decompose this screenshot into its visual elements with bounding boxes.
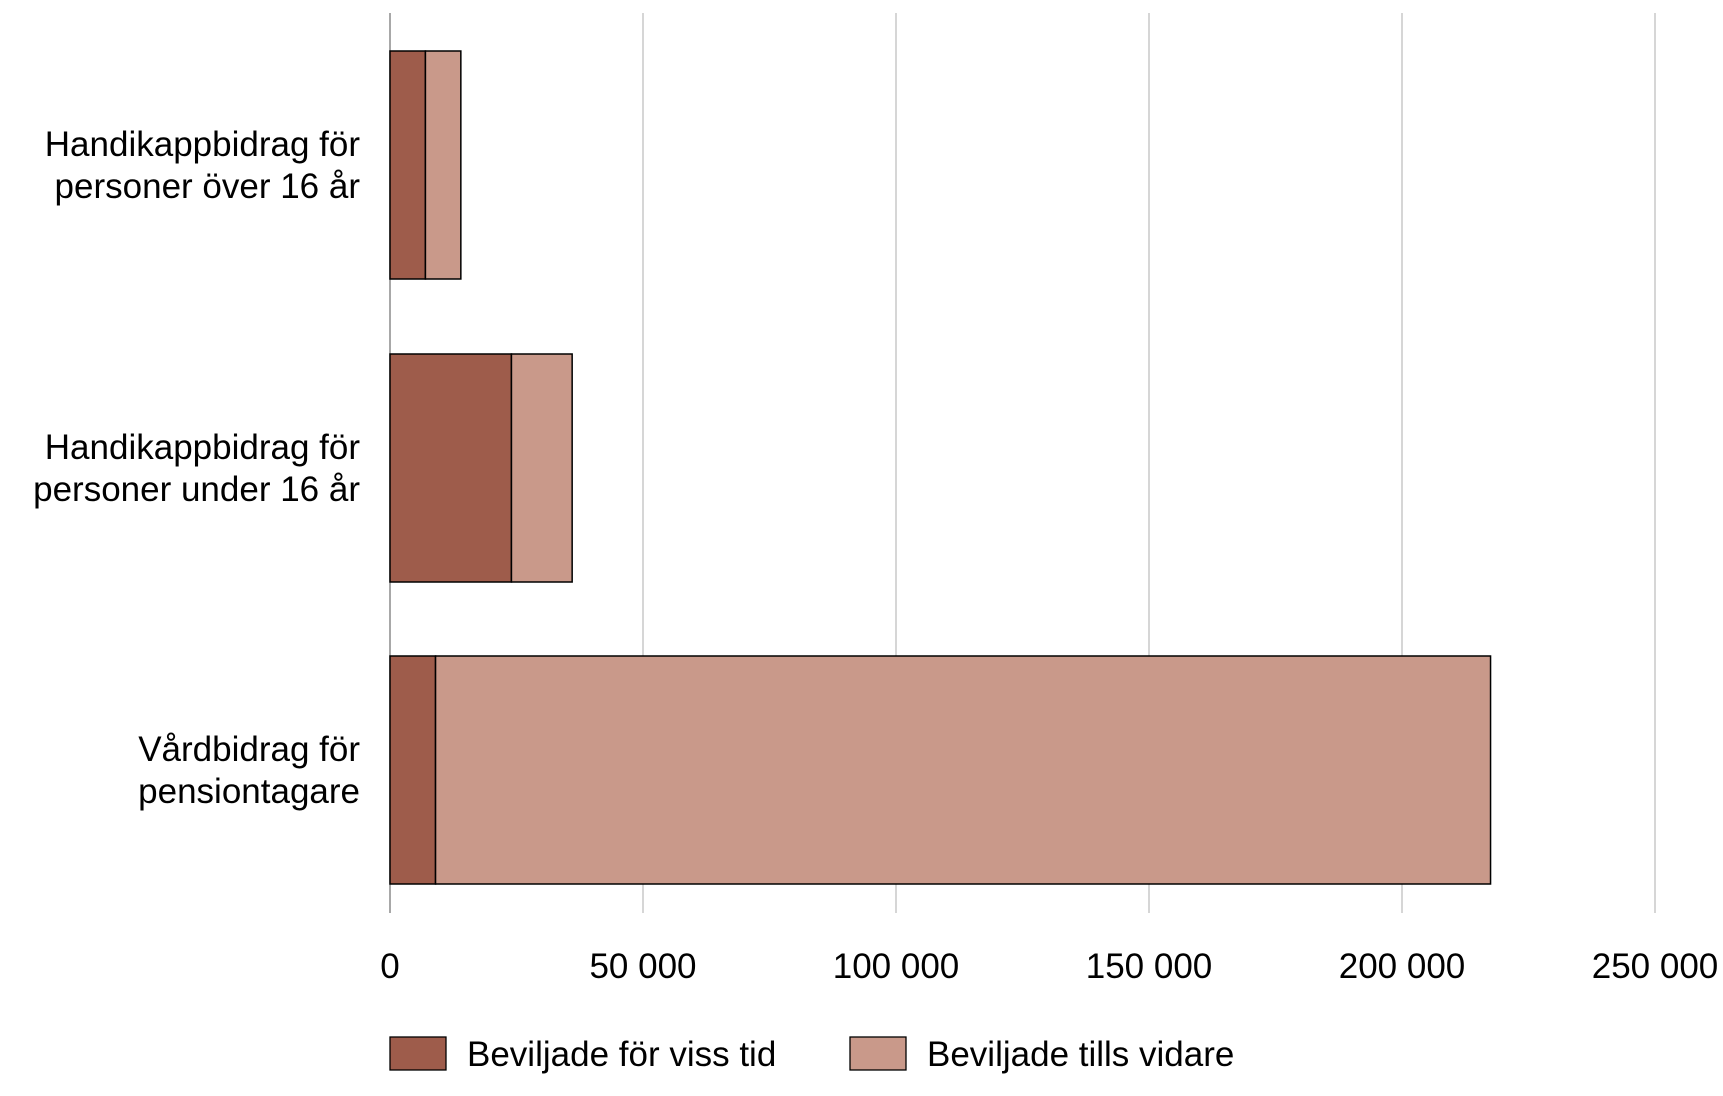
x-tick-labels: 0 50 000 100 000 150 000 200 000 250 000 bbox=[380, 947, 1718, 986]
x-tick-label: 200 000 bbox=[1339, 947, 1466, 986]
legend-item: Beviljade tills vidare bbox=[849, 1035, 1234, 1074]
category-label: Handikappbidrag för bbox=[45, 428, 361, 467]
category-label: pensiontagare bbox=[138, 772, 360, 811]
bar-segment bbox=[434, 655, 1492, 885]
bar-segment bbox=[510, 353, 573, 583]
bar-segment bbox=[389, 353, 513, 583]
category-label: Handikappbidrag för bbox=[45, 125, 361, 164]
bar-segment bbox=[389, 655, 437, 885]
x-tick-label: 100 000 bbox=[833, 947, 960, 986]
legend: Beviljade för viss tid Beviljade tills vi… bbox=[389, 1035, 1234, 1074]
legend-label: Beviljade för viss tid bbox=[467, 1035, 776, 1074]
x-tick-label: 150 000 bbox=[1086, 947, 1213, 986]
legend-swatch bbox=[389, 1036, 447, 1071]
x-tick-label: 250 000 bbox=[1592, 947, 1719, 986]
x-tick-label: 0 bbox=[380, 947, 399, 986]
legend-item: Beviljade för viss tid bbox=[389, 1035, 776, 1074]
legend-label: Beviljade tills vidare bbox=[927, 1035, 1234, 1074]
bars bbox=[389, 50, 1492, 885]
category-label: personer under 16 år bbox=[33, 470, 360, 509]
category-label: Vårdbidrag för bbox=[138, 730, 360, 769]
category-label: personer över 16 år bbox=[55, 167, 361, 206]
bar-segment bbox=[389, 50, 427, 280]
legend-swatch bbox=[849, 1036, 907, 1071]
bar-segment bbox=[424, 50, 462, 280]
x-tick-label: 50 000 bbox=[589, 947, 696, 986]
